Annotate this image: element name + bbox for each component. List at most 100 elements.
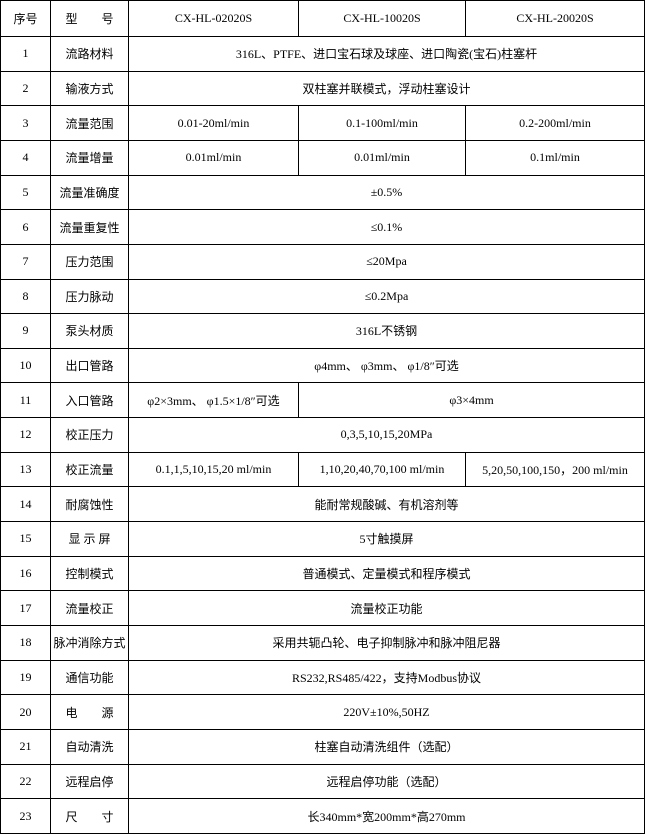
row-number: 3: [0, 105, 51, 141]
spec-value: 0.1-100ml/min: [298, 105, 466, 141]
item-name: 显 示 屏: [50, 521, 129, 557]
item-name: 流量重复性: [50, 209, 129, 245]
row-number: 11: [0, 382, 51, 419]
row-number: 5: [0, 174, 51, 211]
spec-value: 0.1ml/min: [465, 139, 645, 176]
item-name: 流量准确度: [50, 174, 129, 211]
row-number: 21: [0, 728, 51, 765]
row-number: 23: [0, 798, 51, 834]
row-number: 20: [0, 694, 51, 730]
spec-row: 12 校正压力 0,3,5,10,15,20MPa: [0, 417, 645, 453]
spec-row: 14 耐腐蚀性 能耐常规酸碱、有机溶剂等: [0, 486, 645, 523]
row-number: 13: [0, 451, 51, 488]
spec-value: φ4mm、 φ3mm、 φ1/8″可选: [128, 347, 645, 384]
spec-value: 流量校正功能: [128, 590, 645, 626]
header-row: 序号型 号 CX-HL-02020S CX-HL-10020S CX-HL-20020…: [0, 0, 645, 38]
item-name: 校正流量: [50, 451, 129, 488]
spec-value: 0,3,5,10,15,20MPa: [128, 417, 645, 453]
spec-row: 10 出口管路 φ4mm、 φ3mm、 φ1/8″可选: [0, 347, 645, 384]
row-number: 22: [0, 763, 51, 800]
spec-row: 19 通信功能 RS232,RS485/422，支持Modbus协议: [0, 659, 645, 696]
spec-value: RS232,RS485/422，支持Modbus协议: [128, 659, 645, 696]
spec-row: 1 流路材料 316L、PTFE、进口宝石球及球座、进口陶瓷(宝石)柱塞杆: [0, 36, 645, 72]
spec-value: 1,10,20,40,70,100 ml/min: [298, 451, 466, 488]
row-number: 12: [0, 417, 51, 453]
spec-row: 22 远程启停 远程启停功能（选配）: [0, 763, 645, 800]
spec-value: φ2×3mm、 φ1.5×1/8″可选: [128, 382, 299, 419]
item-name: 脉冲消除方式: [50, 624, 129, 661]
spec-row: 11 入口管路 φ2×3mm、 φ1.5×1/8″可选 φ3×4mm: [0, 382, 645, 419]
spec-value: 5寸触摸屏: [128, 521, 645, 557]
item-name: 通信功能: [50, 659, 129, 696]
spec-row: 5 流量准确度 ±0.5%: [0, 174, 645, 211]
row-number: 17: [0, 590, 51, 626]
row-number: 19: [0, 659, 51, 696]
item-name: 流量校正: [50, 590, 129, 626]
spec-value: 0.1,1,5,10,15,20 ml/min: [128, 451, 299, 488]
header-cell: CX-HL-02020S: [128, 0, 299, 38]
spec-value: ±0.5%: [128, 174, 645, 211]
item-name: 流路材料: [50, 36, 129, 72]
spec-value: 5,20,50,100,150，200 ml/min: [465, 451, 645, 488]
row-number: 15: [0, 521, 51, 557]
header-cell: 序号: [0, 0, 51, 38]
item-name: 尺 寸: [50, 798, 129, 834]
spec-value: 0.01-20ml/min: [128, 105, 299, 141]
spec-value: 能耐常规酸碱、有机溶剂等: [128, 486, 645, 523]
spec-value: φ3×4mm: [298, 382, 645, 419]
item-name: 自动清洗: [50, 728, 129, 765]
row-number: 2: [0, 70, 51, 107]
spec-row: 23 尺 寸长340mm*宽200mm*高270mm: [0, 798, 645, 834]
spec-value: 220V±10%,50HZ: [128, 694, 645, 730]
item-name: 压力脉动: [50, 278, 129, 315]
item-name: 控制模式: [50, 555, 129, 592]
spec-row: 16 控制模式 普通模式、定量模式和程序模式: [0, 555, 645, 592]
spec-value: 316L、PTFE、进口宝石球及球座、进口陶瓷(宝石)柱塞杆: [128, 36, 645, 72]
row-number: 14: [0, 486, 51, 523]
spec-row: 17 流量校正 流量校正功能: [0, 590, 645, 626]
spec-row: 2 输液方式 双柱塞并联模式，浮动柱塞设计: [0, 70, 645, 107]
spec-value: ≤0.1%: [128, 209, 645, 245]
spec-row: 8 压力脉动 ≤0.2Mpa: [0, 278, 645, 315]
spec-value: 采用共轭凸轮、电子抑制脉冲和脉冲阻尼器: [128, 624, 645, 661]
spec-row: 7 压力范围 ≤20Mpa: [0, 243, 645, 280]
item-name: 压力范围: [50, 243, 129, 280]
spec-value: 远程启停功能（选配）: [128, 763, 645, 800]
spec-row: 3 流量范围 0.01-20ml/min 0.1-100ml/min 0.2-200ml…: [0, 105, 645, 141]
header-cell: CX-HL-10020S: [298, 0, 466, 38]
spec-row: 6 流量重复性 ≤0.1%: [0, 209, 645, 245]
item-name: 电 源: [50, 694, 129, 730]
row-number: 8: [0, 278, 51, 315]
item-name: 校正压力: [50, 417, 129, 453]
row-number: 6: [0, 209, 51, 245]
item-name: 出口管路: [50, 347, 129, 384]
row-number: 16: [0, 555, 51, 592]
row-number: 1: [0, 36, 51, 72]
spec-value: 长340mm*宽200mm*高270mm: [128, 798, 645, 834]
item-name: 耐腐蚀性: [50, 486, 129, 523]
spec-value: 0.2-200ml/min: [465, 105, 645, 141]
item-name: 流量增量: [50, 139, 129, 176]
row-number: 18: [0, 624, 51, 661]
spec-row: 4 流量增量 0.01ml/min 0.01ml/min 0.1ml/min: [0, 139, 645, 176]
spec-value: 普通模式、定量模式和程序模式: [128, 555, 645, 592]
item-name: 输液方式: [50, 70, 129, 107]
item-name: 泵头材质: [50, 313, 129, 349]
row-number: 7: [0, 243, 51, 280]
item-name: 远程启停: [50, 763, 129, 800]
spec-row: 9 泵头材质 316L不锈钢: [0, 313, 645, 349]
row-number: 9: [0, 313, 51, 349]
spec-row: 13 校正流量 0.1,1,5,10,15,20 ml/min 1,10,20,40,…: [0, 451, 645, 488]
spec-value: 316L不锈钢: [128, 313, 645, 349]
spec-value: ≤20Mpa: [128, 243, 645, 280]
item-name: 流量范围: [50, 105, 129, 141]
row-number: 10: [0, 347, 51, 384]
spec-value: 0.01ml/min: [298, 139, 466, 176]
spec-value: ≤0.2Mpa: [128, 278, 645, 315]
spec-row: 21 自动清洗 柱塞自动清洗组件（选配）: [0, 728, 645, 765]
row-number: 4: [0, 139, 51, 176]
header-cell: CX-HL-20020S: [465, 0, 645, 38]
